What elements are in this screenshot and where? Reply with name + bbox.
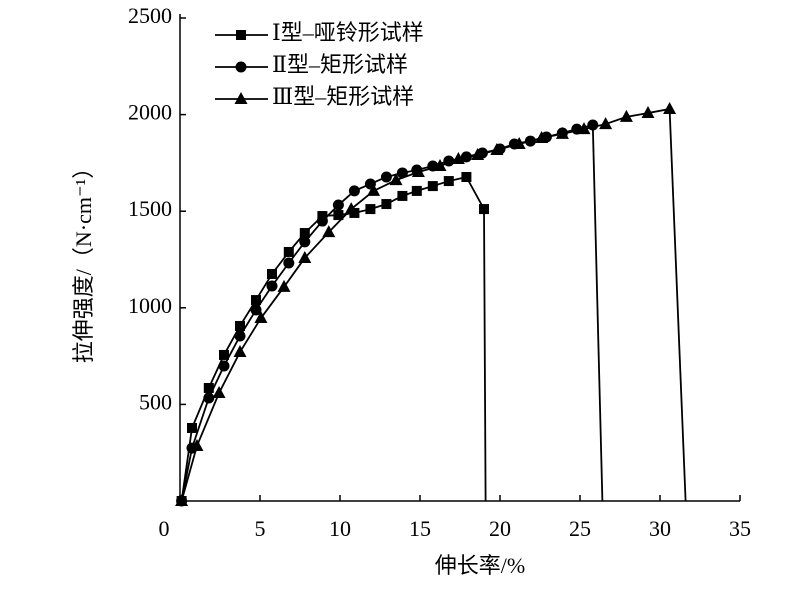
marker <box>380 171 392 183</box>
marker <box>411 164 425 177</box>
marker <box>367 183 381 196</box>
marker <box>299 236 311 248</box>
marker <box>283 246 294 257</box>
legend-label: Ⅰ型–哑铃形试样 <box>272 20 424 45</box>
marker <box>251 295 261 306</box>
marker <box>175 494 189 506</box>
marker <box>332 199 344 211</box>
marker <box>218 360 230 372</box>
marker <box>298 250 312 263</box>
marker <box>266 280 278 292</box>
marker <box>190 438 204 451</box>
marker <box>219 349 229 360</box>
x-tick-label: 10 <box>329 516 351 541</box>
marker <box>316 215 328 227</box>
marker <box>663 101 677 114</box>
legend-marker <box>236 30 246 40</box>
marker <box>619 109 633 122</box>
marker <box>234 330 246 342</box>
marker <box>250 304 262 316</box>
marker <box>344 202 358 215</box>
marker <box>555 126 569 139</box>
marker <box>587 119 599 131</box>
marker <box>283 257 295 269</box>
y-axis-label: 拉伸强度/（N·cm⁻¹） <box>71 157 96 363</box>
marker <box>396 167 408 179</box>
marker <box>577 122 591 135</box>
marker <box>233 345 247 358</box>
legend-label: Ⅲ型–矩形试样 <box>272 84 414 109</box>
marker <box>322 225 336 238</box>
marker <box>389 173 403 186</box>
marker <box>235 320 245 331</box>
marker <box>451 152 465 165</box>
marker <box>381 199 392 210</box>
marker <box>411 185 422 196</box>
marker <box>333 210 344 221</box>
x-tick-label: 15 <box>409 516 431 541</box>
legend-marker <box>234 92 248 104</box>
series-line <box>180 175 487 502</box>
x-tick-label: 5 <box>255 516 266 541</box>
marker <box>187 422 197 433</box>
marker <box>397 190 408 201</box>
marker <box>433 158 447 171</box>
marker <box>471 147 485 160</box>
marker <box>299 228 310 239</box>
x-tick-label: 20 <box>489 516 511 541</box>
y-tick-label: 1000 <box>128 293 172 318</box>
y-tick-label: 2500 <box>128 3 172 28</box>
marker <box>599 117 613 130</box>
marker <box>512 136 526 149</box>
x-axis-label: 伸长率/% <box>435 553 525 578</box>
marker <box>348 185 360 197</box>
marker <box>365 204 376 215</box>
marker <box>254 311 268 324</box>
x-tick-label: 30 <box>649 516 671 541</box>
y-tick-label: 2000 <box>128 100 172 125</box>
y-tick-label: 1500 <box>128 196 172 221</box>
marker <box>212 386 226 399</box>
y-tick-label: 500 <box>139 389 172 414</box>
marker <box>277 279 291 292</box>
marker <box>267 268 277 279</box>
marker <box>443 176 454 187</box>
x-tick-label: 35 <box>729 516 751 541</box>
marker <box>203 382 214 393</box>
marker <box>461 172 472 183</box>
marker <box>203 392 215 404</box>
marker <box>535 130 549 143</box>
x-tick-label: 25 <box>569 516 591 541</box>
marker <box>490 142 504 155</box>
marker <box>641 106 655 119</box>
legend-label: Ⅱ型–矩形试样 <box>272 52 408 77</box>
marker <box>427 181 438 192</box>
x-tick-label: 0 <box>159 516 170 541</box>
marker <box>479 204 489 215</box>
legend-marker <box>235 61 247 73</box>
